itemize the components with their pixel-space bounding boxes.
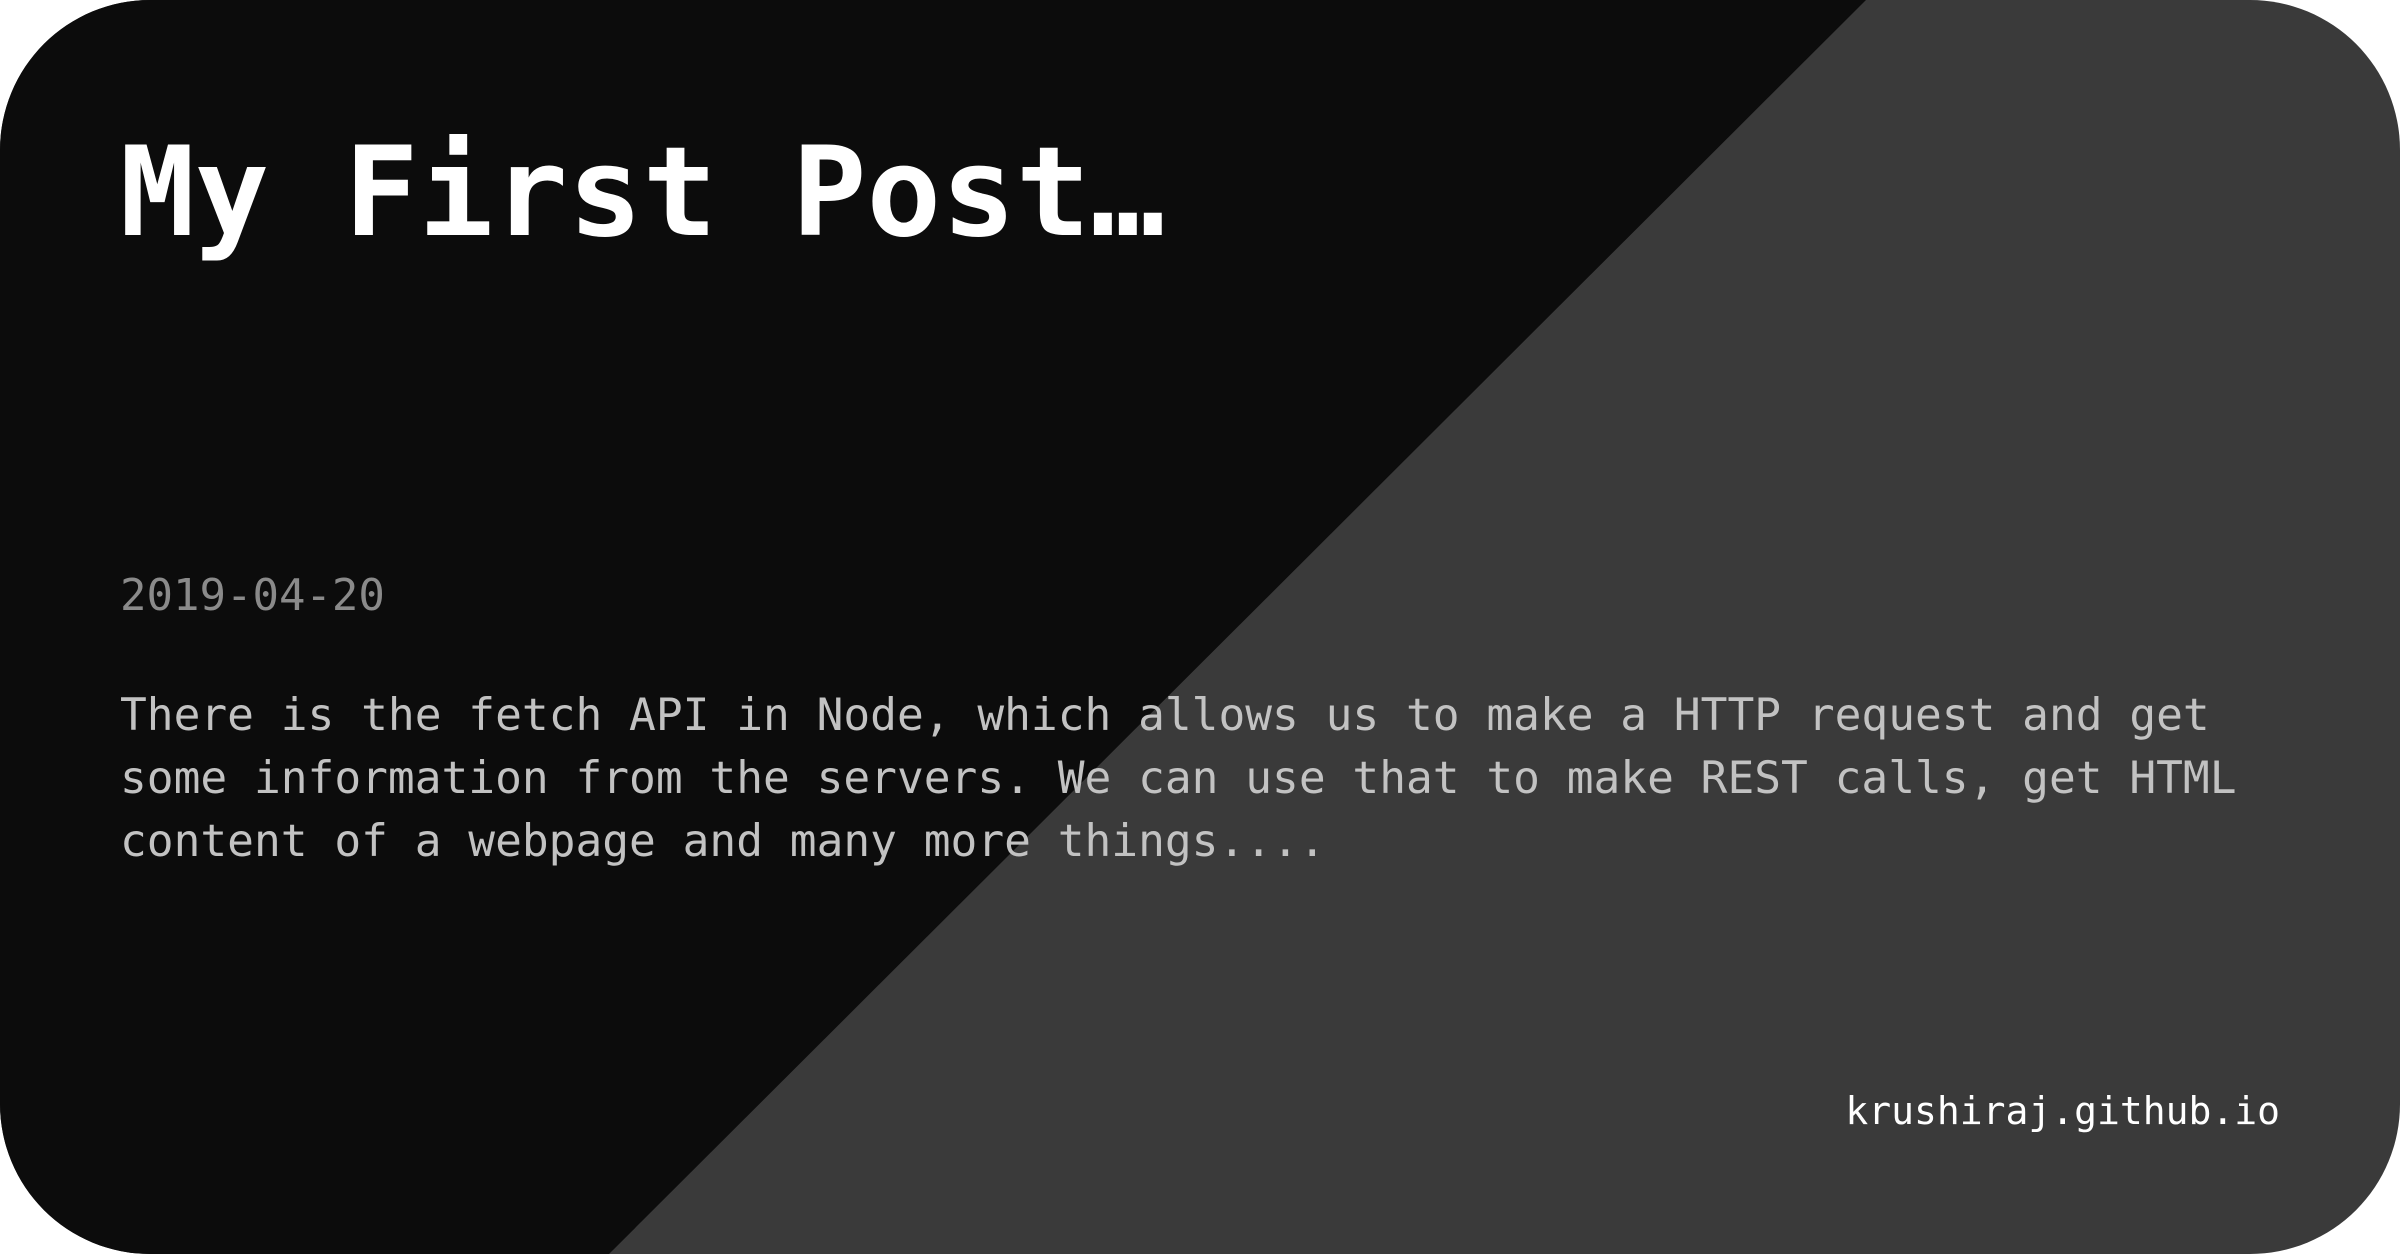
post-title: My First Post…	[120, 121, 1166, 265]
post-excerpt: There is the fetch API in Node, which al…	[120, 690, 2237, 867]
site-url: krushiraj.github.io	[1845, 1089, 2280, 1133]
post-date: 2019-04-20	[120, 570, 385, 621]
